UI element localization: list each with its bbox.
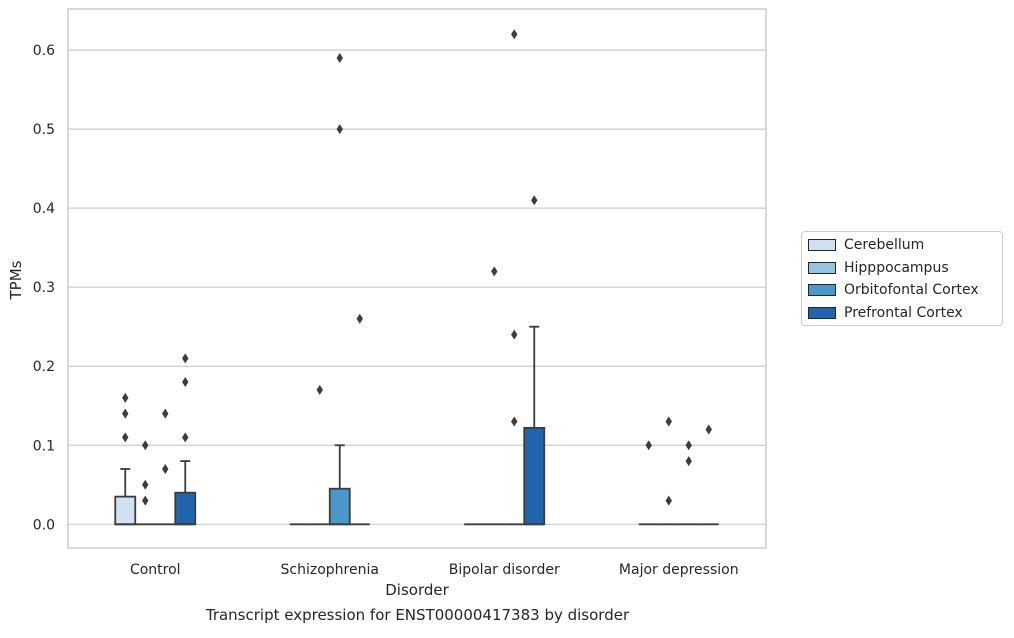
- x-tick-label: Schizophrenia: [281, 562, 379, 578]
- x-tick-label: Control: [130, 562, 181, 578]
- legend-item-cerebellum: Cerebellum: [808, 235, 924, 255]
- outlier-point: [665, 416, 672, 427]
- legend-label: Prefrontal Cortex: [844, 305, 963, 321]
- box: [174, 491, 197, 526]
- outlier-point: [182, 432, 189, 443]
- plot-background: [68, 9, 766, 548]
- outlier-point: [122, 408, 129, 419]
- box: [114, 495, 137, 526]
- legend-swatch-orbitofontal-cortex: [808, 284, 836, 296]
- figure-caption: Transcript expression for ENST0000041738…: [205, 606, 630, 624]
- legend: Cerebellum Hipppocampus Orbitofontal Cor…: [801, 231, 1003, 326]
- legend-label: Cerebellum: [844, 237, 925, 253]
- box: [328, 487, 351, 526]
- outlier-point: [705, 424, 712, 435]
- y-axis-label: TPMs: [7, 260, 25, 300]
- outlier-point: [685, 456, 692, 467]
- outlier-point: [685, 440, 692, 451]
- outlier-point: [142, 479, 149, 490]
- outlier-point: [511, 416, 518, 427]
- outliers: [122, 29, 712, 506]
- outlier-point: [645, 440, 652, 451]
- x-tick-labels: Control Schizophrenia Bipolar disorder Majo…: [130, 562, 739, 578]
- outlier-point: [142, 495, 149, 506]
- outlier-point: [122, 392, 129, 403]
- x-tick-label: Bipolar disorder: [449, 562, 560, 578]
- outlier-point: [336, 53, 343, 63]
- x-axis-label: Disorder: [385, 581, 449, 599]
- y-tick-label: 0.0: [33, 517, 55, 533]
- outlier-point: [511, 329, 518, 340]
- outlier-point: [491, 266, 498, 277]
- outlier-point: [665, 495, 672, 506]
- legend-item-hipppocampus: Hipppocampus: [808, 258, 949, 278]
- y-tick-label: 0.3: [33, 280, 55, 296]
- legend-label: Hipppocampus: [844, 260, 949, 276]
- legend-swatch-prefrontal-cortex: [808, 307, 836, 319]
- outlier-point: [182, 377, 189, 388]
- legend-item-orbitofontal-cortex: Orbitofontal Cortex: [808, 280, 979, 300]
- outlier-point: [531, 195, 538, 206]
- box: [523, 426, 546, 526]
- y-tick-label: 0.2: [33, 359, 55, 375]
- outlier-point: [162, 408, 169, 419]
- outlier-point: [511, 29, 518, 40]
- outlier-point: [162, 463, 169, 474]
- y-tick-labels: 0.0 0.1 0.2 0.3 0.4 0.5 0.6: [33, 43, 55, 533]
- outlier-point: [316, 384, 323, 395]
- y-tick-label: 0.5: [33, 122, 55, 138]
- outlier-point: [122, 432, 129, 443]
- legend-swatch-hipppocampus: [808, 262, 836, 274]
- y-tick-label: 0.4: [33, 201, 55, 217]
- boxes: [114, 325, 719, 526]
- legend-label: Orbitofontal Cortex: [844, 282, 979, 298]
- legend-item-prefrontal-cortex: Prefrontal Cortex: [808, 303, 963, 323]
- outlier-point: [182, 353, 189, 364]
- legend-swatch-cerebellum: [808, 239, 836, 251]
- outlier-point: [356, 313, 363, 324]
- y-tick-label: 0.1: [33, 438, 55, 454]
- x-tick-label: Major depression: [619, 562, 739, 578]
- outlier-point: [336, 124, 343, 135]
- y-tick-label: 0.6: [33, 43, 55, 59]
- plot-frame: [67, 8, 767, 549]
- outlier-point: [142, 440, 149, 451]
